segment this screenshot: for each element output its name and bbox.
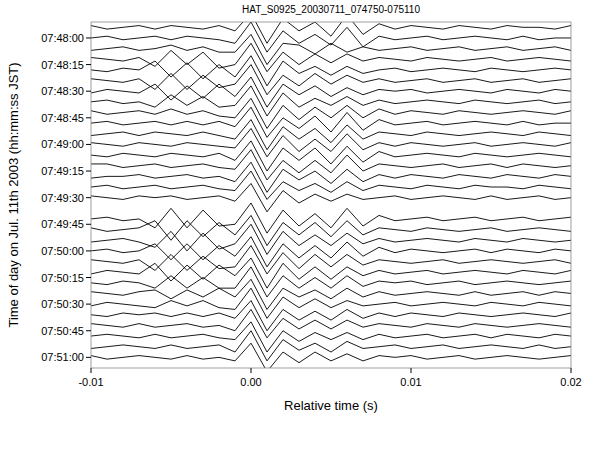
y-tick xyxy=(86,277,91,278)
y-tick xyxy=(86,64,91,65)
background xyxy=(0,0,593,461)
y-tick xyxy=(86,91,91,92)
y-tick xyxy=(86,197,91,198)
trace xyxy=(91,171,571,199)
y-tick xyxy=(86,117,91,118)
y-tick-label: 07:50:30 xyxy=(41,298,84,310)
trace xyxy=(91,43,571,71)
x-tick-label: 0.00 xyxy=(240,376,261,388)
trace xyxy=(91,343,571,368)
y-tick-label: 07:48:00 xyxy=(41,32,84,44)
trace xyxy=(91,258,571,288)
trace xyxy=(91,288,571,318)
trace xyxy=(91,162,571,192)
trace xyxy=(91,246,571,274)
x-tick-label: -0.01 xyxy=(78,376,103,388)
y-tick-label: 07:50:00 xyxy=(41,245,84,257)
trace xyxy=(91,279,571,309)
trace xyxy=(91,141,571,171)
trace xyxy=(91,34,571,64)
x-tick-label: 0.02 xyxy=(560,376,581,388)
trace xyxy=(91,267,571,297)
y-tick-label: 07:51:00 xyxy=(41,351,84,363)
y-tick-label: 07:48:30 xyxy=(41,85,84,97)
trace xyxy=(91,322,571,352)
y-tick-label: 07:48:15 xyxy=(41,59,84,71)
y-tick xyxy=(86,357,91,358)
title: HAT_S0925_20030711_074750-075110 xyxy=(242,4,420,15)
y-tick xyxy=(86,250,91,251)
y-tick-label: 07:50:45 xyxy=(41,325,84,337)
y-tick xyxy=(86,224,91,225)
x-tick-label: 0.01 xyxy=(400,376,421,388)
y-axis-title: Time of day on Jul. 11th 2003 (hh:mm:ss … xyxy=(6,62,21,327)
traces xyxy=(91,22,571,368)
trace xyxy=(91,128,571,156)
trace xyxy=(91,150,571,180)
x-tick xyxy=(571,368,572,373)
y-tick-label: 07:49:00 xyxy=(41,138,84,150)
x-tick xyxy=(251,368,252,373)
y-tick xyxy=(86,304,91,305)
trace xyxy=(91,309,571,337)
y-tick-label: 07:49:45 xyxy=(41,218,84,230)
x-axis-title: Relative time (s) xyxy=(284,398,378,413)
x-tick xyxy=(91,368,92,373)
y-tick xyxy=(86,330,91,331)
trace xyxy=(91,224,571,254)
y-tick-label: 07:49:30 xyxy=(41,192,84,204)
y-tick xyxy=(86,37,91,38)
trace xyxy=(91,22,571,43)
y-tick xyxy=(86,144,91,145)
y-tick-label: 07:50:15 xyxy=(41,272,84,284)
y-tick xyxy=(86,171,91,172)
y-tick-label: 07:49:15 xyxy=(41,165,84,177)
frame xyxy=(91,22,571,368)
trace xyxy=(91,203,571,233)
x-tick xyxy=(411,368,412,373)
y-tick-label: 07:48:45 xyxy=(41,112,84,124)
chart: HAT_S0925_20030711_074750-075110 -0.01 0.0… xyxy=(0,0,593,461)
trace xyxy=(91,65,571,95)
trace xyxy=(91,183,571,211)
